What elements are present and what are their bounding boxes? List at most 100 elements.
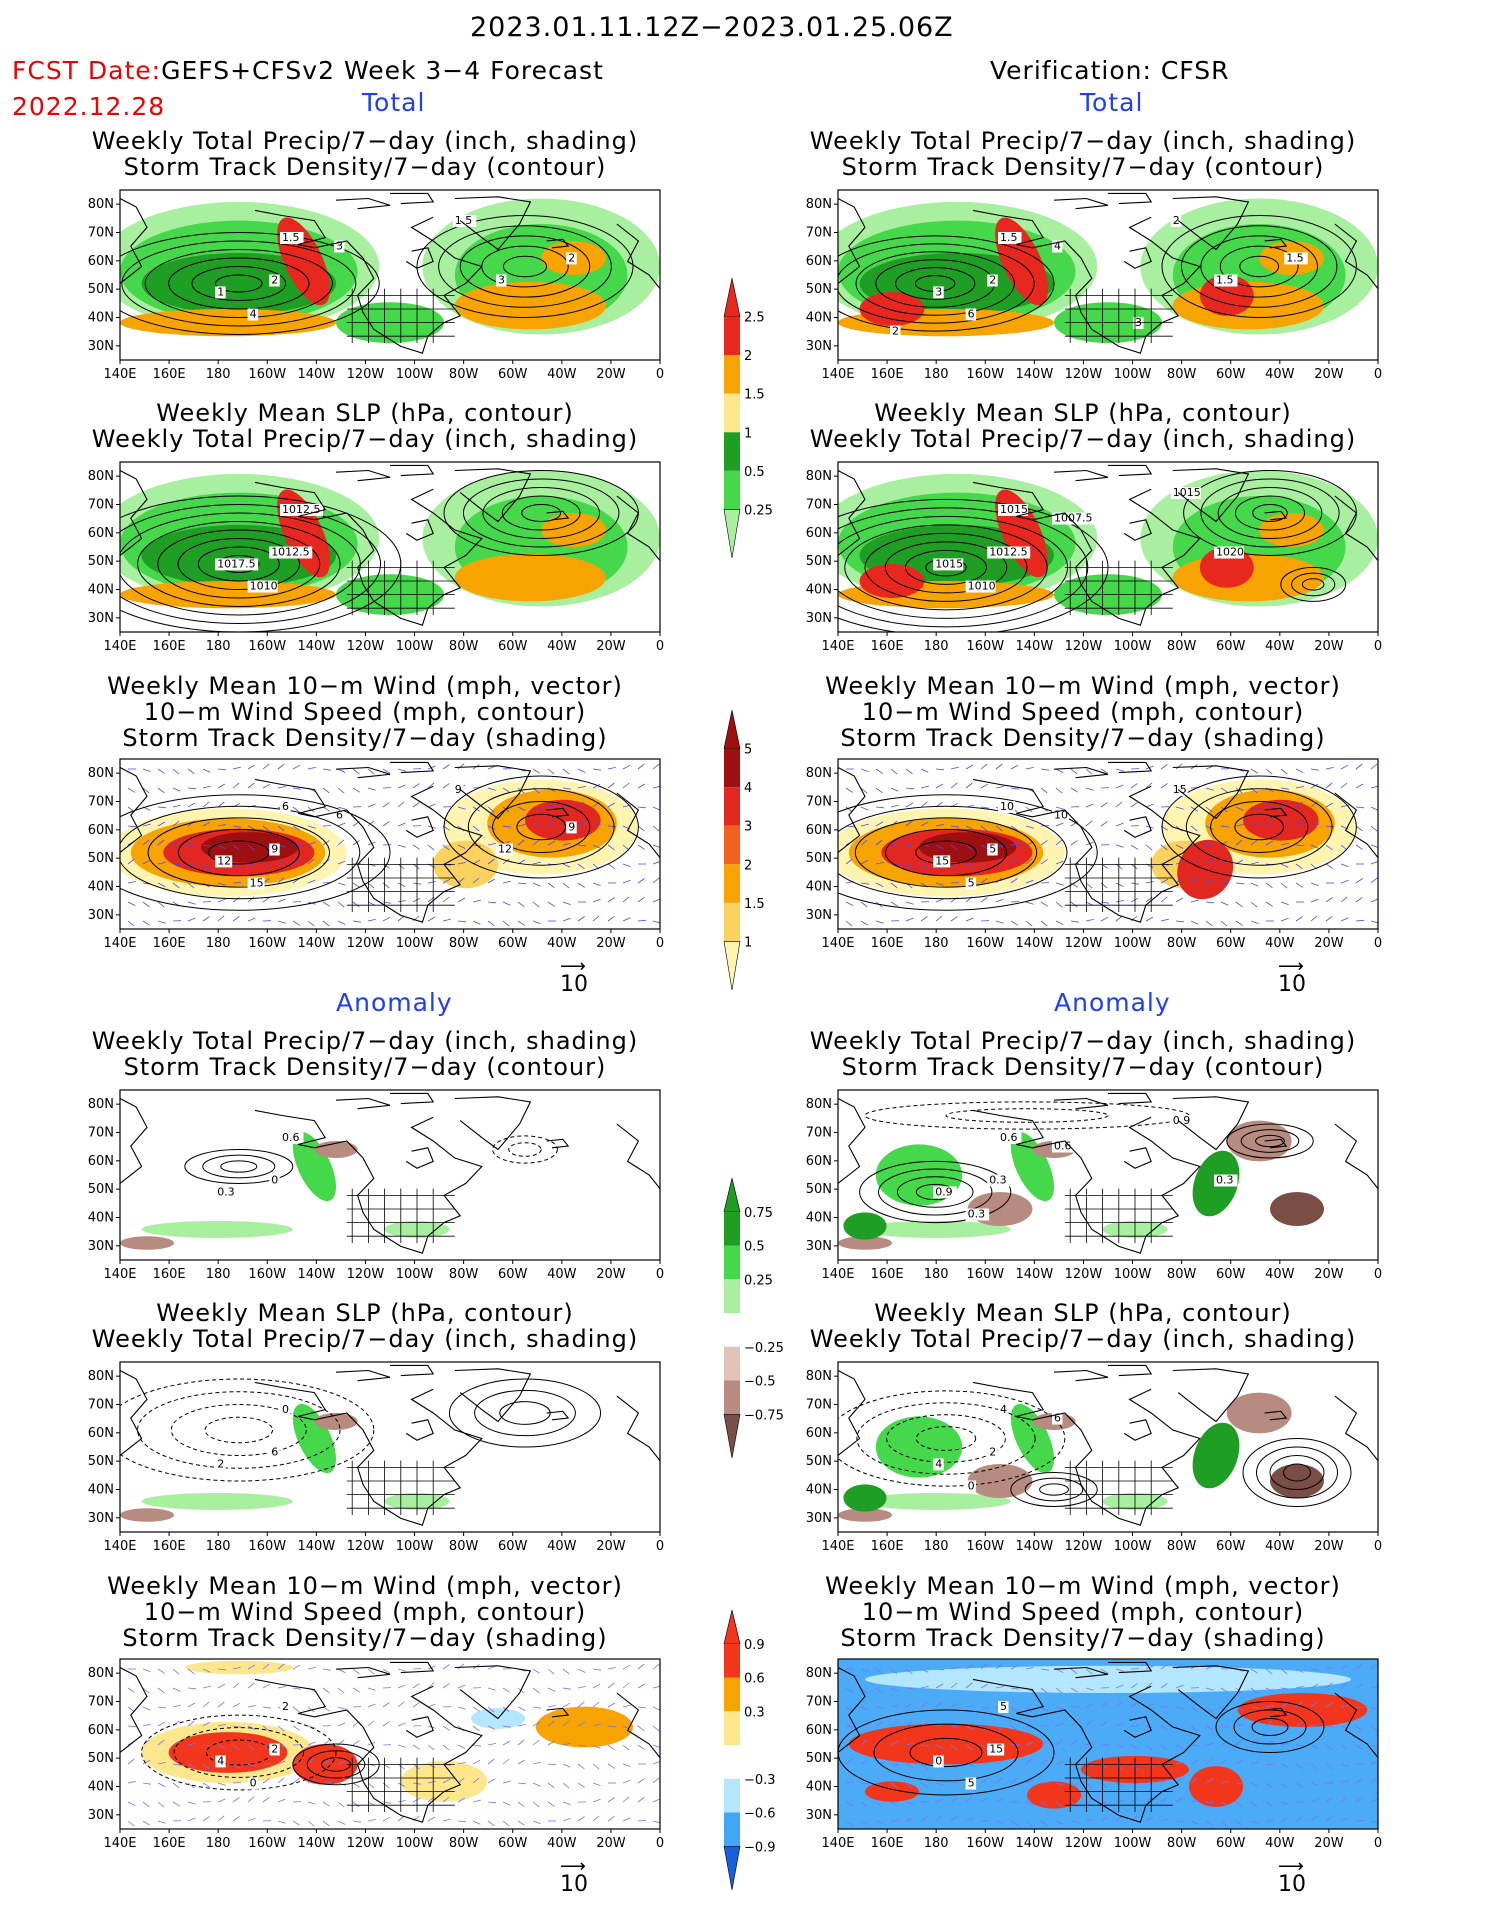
lat-tick-label: 40N bbox=[88, 1211, 114, 1226]
lon-tick-label: 0 bbox=[1374, 1267, 1382, 1282]
lon-tick-label: 0 bbox=[656, 639, 664, 654]
map-panel-fcst-anom-slp-precip: 0 6 2 80N 70N 60N 50N 40N 30N 140E 160E 180 160W 140W… bbox=[88, 1361, 664, 1554]
colorbar-segment bbox=[724, 864, 740, 903]
contour-label: 1.5 bbox=[1286, 251, 1304, 264]
contour-label-bg bbox=[215, 1458, 226, 1471]
map-panel-fcst-slp-precip: 1012.5 1012.5 1017.5 1010 80N 70N 60N 50N 40N 30N… bbox=[88, 461, 664, 654]
contour-line bbox=[120, 232, 380, 335]
colorbar-segment bbox=[724, 1346, 740, 1381]
contour-label: 12 bbox=[498, 843, 512, 856]
contour-label: 0.3 bbox=[217, 1185, 235, 1198]
contour-label: 1.5 bbox=[1216, 274, 1234, 287]
lat-tick-label: 40N bbox=[806, 583, 832, 598]
lon-tick-label: 180 bbox=[206, 1267, 231, 1282]
lat-tick-label: 60N bbox=[88, 1723, 114, 1738]
lat-tick-label: 40N bbox=[88, 1780, 114, 1795]
shading-region bbox=[120, 309, 336, 337]
lat-tick-label: 80N bbox=[806, 766, 832, 781]
contour-label-bg bbox=[269, 274, 280, 287]
lat-tick-label: 30N bbox=[88, 908, 114, 923]
lat-tick-label: 30N bbox=[806, 908, 832, 923]
contour-label: 2 bbox=[271, 274, 278, 287]
colorbar-segment bbox=[724, 748, 740, 788]
contour-label: 1015 bbox=[1173, 486, 1201, 499]
colorbar-arrow-bottom bbox=[723, 1845, 741, 1890]
contour-label-bg bbox=[247, 1777, 259, 1790]
lon-tick-label: 60W bbox=[498, 1836, 528, 1851]
lat-tick-label: 50N bbox=[88, 851, 114, 866]
lat-tick-label: 50N bbox=[88, 282, 114, 297]
contour-label: 6 bbox=[271, 1446, 278, 1459]
contour-line bbox=[120, 805, 361, 900]
lon-tick-label: 160W bbox=[966, 639, 1004, 654]
colorbar-label: 2.5 bbox=[744, 311, 765, 326]
contour-label: 2 bbox=[989, 274, 996, 287]
lon-tick-label: 120W bbox=[347, 1267, 385, 1282]
lon-tick-label: 100W bbox=[396, 639, 434, 654]
lat-tick-label: 60N bbox=[806, 254, 832, 269]
contour-line bbox=[443, 775, 639, 879]
lon-tick-label: 60W bbox=[498, 1267, 528, 1282]
lon-tick-label: 100W bbox=[1114, 1267, 1152, 1282]
contour-line bbox=[884, 541, 1008, 594]
lon-tick-label: 80W bbox=[449, 936, 479, 951]
shading-region bbox=[120, 1236, 174, 1250]
lon-tick-label: 80W bbox=[449, 367, 479, 382]
contour-line bbox=[1200, 478, 1340, 548]
contour-line bbox=[202, 1154, 276, 1179]
colorbar-label: −0.3 bbox=[744, 1773, 776, 1788]
section-total-left: Total bbox=[362, 88, 426, 117]
shading-region bbox=[1189, 1766, 1243, 1807]
shading-region bbox=[541, 513, 606, 547]
lon-tick-label: 40W bbox=[547, 1267, 577, 1282]
contour-label-bg bbox=[933, 286, 944, 299]
coastlines bbox=[120, 192, 660, 354]
contour-label-bg bbox=[269, 1743, 280, 1756]
colorbar-segment bbox=[724, 787, 740, 826]
lon-tick-label: 180 bbox=[924, 1836, 949, 1851]
lon-tick-label: 140E bbox=[821, 936, 854, 951]
contour-line bbox=[1256, 1446, 1338, 1499]
lon-tick-label: 20W bbox=[596, 367, 626, 382]
contour-label-bg bbox=[1052, 1140, 1076, 1153]
contour-line bbox=[521, 504, 562, 522]
colorbar-track-total: 5 4 3 2 1.5 1 bbox=[723, 709, 765, 990]
lat-tick-label: 70N bbox=[806, 1695, 832, 1710]
contour-line bbox=[121, 240, 357, 327]
contour-label: 0.9 bbox=[1173, 1114, 1191, 1127]
contour-line bbox=[168, 257, 310, 310]
colorbar-label: 0.5 bbox=[744, 1240, 765, 1255]
contour-label-bg bbox=[1170, 1115, 1195, 1127]
lon-tick-label: 160E bbox=[871, 639, 904, 654]
lon-tick-label: 20W bbox=[1314, 1539, 1344, 1554]
coastlines bbox=[120, 761, 660, 923]
lon-tick-label: 60W bbox=[1216, 639, 1246, 654]
contour-label-bg bbox=[247, 877, 265, 890]
contour-line bbox=[896, 1176, 974, 1208]
shading-region bbox=[120, 581, 336, 609]
shading-region bbox=[859, 1220, 1011, 1238]
lon-tick-label: 0 bbox=[656, 367, 664, 382]
contour-label-bg bbox=[280, 801, 291, 813]
lat-tick-label: 80N bbox=[806, 1369, 832, 1384]
contour-label-bg bbox=[965, 580, 996, 593]
shading-region bbox=[848, 1723, 1044, 1765]
lon-tick-label: 20W bbox=[596, 1267, 626, 1282]
coastlines bbox=[120, 1661, 660, 1823]
shading-region bbox=[843, 1212, 887, 1240]
contour-label-bg bbox=[965, 1480, 977, 1493]
contour-label-bg bbox=[215, 855, 233, 868]
lat-tick-label: 50N bbox=[806, 1454, 832, 1469]
lat-tick-label: 60N bbox=[88, 1426, 114, 1441]
lon-tick-label: 160E bbox=[871, 1539, 904, 1554]
contour-line bbox=[1010, 1472, 1098, 1507]
map-content: 0.6 0 0.3 bbox=[120, 1092, 660, 1254]
lon-tick-label: 160W bbox=[966, 1836, 1004, 1851]
lon-tick-label: 20W bbox=[1314, 367, 1344, 382]
contour-label-bg bbox=[280, 1132, 304, 1144]
contour-line bbox=[184, 1149, 294, 1184]
contour-line bbox=[170, 1404, 307, 1456]
lon-tick-label: 100W bbox=[396, 1836, 434, 1851]
lat-tick-label: 50N bbox=[88, 1182, 114, 1197]
colorbar-arrow-top bbox=[723, 1609, 741, 1645]
